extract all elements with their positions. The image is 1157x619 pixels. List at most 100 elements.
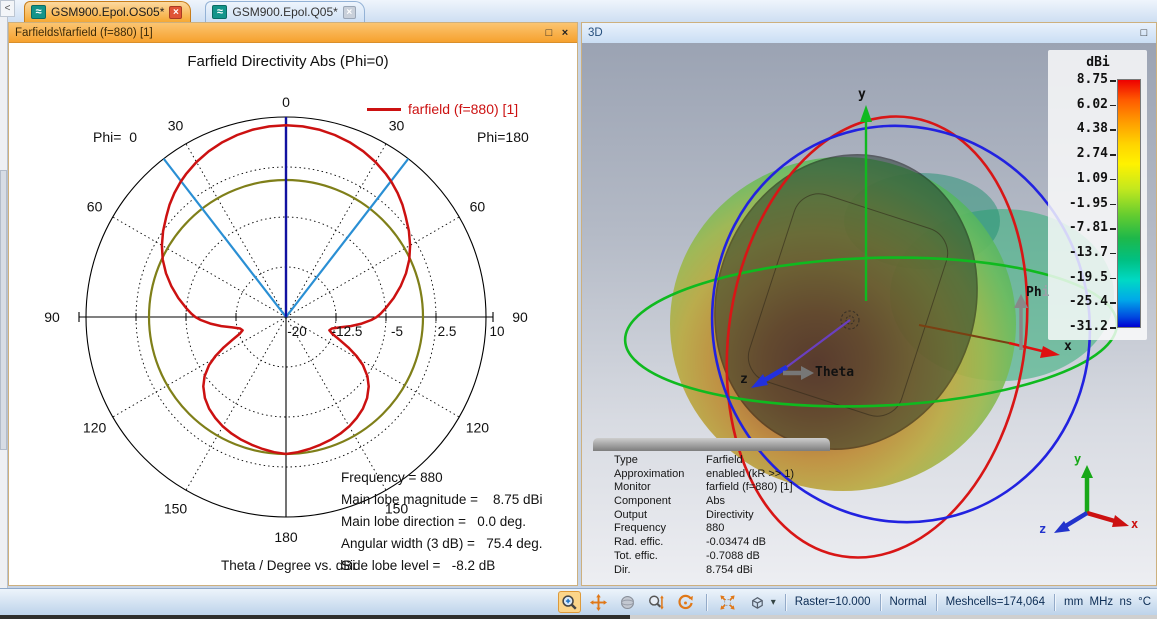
left-scrollbar-thumb[interactable] xyxy=(0,170,7,450)
polar-angle-label: 120 xyxy=(83,420,107,436)
colorbar-tick-mark xyxy=(1110,302,1116,304)
polar-angle-label: 30 xyxy=(168,118,184,134)
status-separator xyxy=(784,593,786,611)
angular-width-line xyxy=(162,158,287,318)
close-icon[interactable]: × xyxy=(561,26,569,39)
maximize-icon[interactable]: □ xyxy=(1140,27,1148,39)
colorbar-tick-mark xyxy=(1110,80,1116,82)
viewport-3d[interactable]: dBi 8.75 6.02 4.38 2.74 1.09 -1.95 -7.81 -13.7 -… xyxy=(582,43,1156,585)
colorbar-tick: -7.81 xyxy=(1048,220,1116,236)
colorbar-legend: dBi 8.75 6.02 4.38 2.74 1.09 -1.95 -7.81 -13.7 -… xyxy=(1048,50,1147,340)
status-bar: ▾ Raster=10.000 Normal Meshcells=174,064… xyxy=(0,588,1157,615)
triad-x-arrowhead-icon xyxy=(1112,515,1129,527)
polar-radial-label: -5 xyxy=(391,324,403,339)
y-axis-arrowhead-icon xyxy=(860,105,872,122)
annotation-frequency: Frequency = 880 xyxy=(341,470,443,485)
polar-radial-label: 10 xyxy=(489,324,504,339)
status-separator xyxy=(935,593,937,611)
view-dropdown-icon[interactable]: ▾ xyxy=(770,596,776,608)
taskbar-edge-dark xyxy=(0,615,630,619)
antenna-substrate-outline xyxy=(747,193,949,417)
info-table-row: Component Abs xyxy=(614,495,725,508)
phi-0-label: Phi= 0 xyxy=(93,129,137,145)
scroll-tabs-left-button[interactable]: < xyxy=(0,0,15,17)
legend-label: farfield (f=880) [1] xyxy=(408,101,519,117)
x-axis-arrowhead-icon xyxy=(1040,346,1060,358)
triad-y-arrowhead-icon xyxy=(1081,465,1093,478)
polar-plot-canvas: 0 30 30 60 60 90 90 120 120 150 150 180 -20 -12.5 -5 2.… xyxy=(44,94,528,545)
triad-x-axis xyxy=(1086,510,1119,525)
x-axis-line xyxy=(1008,341,1047,354)
document-tab-bar: ≈ GSM900.Epol.OS05* × ≈ GSM900.Epol.Q05*… xyxy=(0,0,1157,22)
z-axis-arrowhead-icon xyxy=(751,374,768,388)
colorbar-tick-mark xyxy=(1110,277,1116,280)
colorbar-tick: -31.2 xyxy=(1048,319,1116,335)
z-axis-label: z xyxy=(740,372,748,387)
colorbar-tick-mark xyxy=(1110,203,1116,205)
annotation-angular-width: Angular width (3 dB) = 75.4 deg. xyxy=(341,536,543,551)
farfield-curve xyxy=(160,124,412,456)
triad-z-label: z xyxy=(1039,522,1047,536)
polar-plot-window: Farfields\farfield (f=880) [1] □ × 0 30 30… xyxy=(8,22,578,586)
info-table-row: Monitor farfield (f=880) [1] xyxy=(614,481,793,494)
polar-angle-label: 90 xyxy=(512,309,528,325)
polar-axis-label: Theta / Degree vs. dBi xyxy=(221,558,356,573)
cst-wave-icon: ≈ xyxy=(31,5,46,19)
annotation-side-lobe-level: Side lobe level = -8.2 dB xyxy=(341,558,496,573)
view-3d-titlebar[interactable]: 3D □ xyxy=(582,23,1156,43)
meshcells-status-field: Meshcells=174,064 xyxy=(945,596,1045,608)
tab-gsm900-epol-q05[interactable]: ≈ GSM900.Epol.Q05* × xyxy=(205,1,365,22)
mode-status-field: Normal xyxy=(889,596,927,608)
polar-plot-area: 0 30 30 60 60 90 90 120 120 150 150 180 -20 -12.5 -5 2.… xyxy=(9,43,577,585)
tab-label: GSM900.Epol.Q05* xyxy=(232,5,338,19)
tab-gsm900-epol-os05[interactable]: ≈ GSM900.Epol.OS05* × xyxy=(24,1,192,22)
x-axis-label: x xyxy=(1064,339,1072,354)
triad-x-label: x xyxy=(1131,517,1139,531)
colorbar-title: dBi xyxy=(1086,55,1110,70)
y-axis-label: y xyxy=(858,87,866,102)
info-table-row: Type Farfield xyxy=(614,454,743,466)
zoom-select-tool-icon[interactable] xyxy=(557,591,581,613)
pan-tool-icon[interactable] xyxy=(587,591,610,613)
polar-angle-label: 150 xyxy=(385,500,409,516)
polar-angle-label: 60 xyxy=(470,199,486,215)
colorbar-tick-mark xyxy=(1110,228,1116,230)
colorbar-gradient xyxy=(1117,79,1141,328)
view-3d-title: 3D xyxy=(588,27,603,39)
view-3d-window: 3D □ xyxy=(581,22,1157,586)
polar-angle-label: 60 xyxy=(87,199,103,215)
info-table-row: Dir. 8.754 dBi xyxy=(614,563,753,576)
colorbar-tick: 8.75 xyxy=(1048,72,1116,88)
rotate-view-tool-icon[interactable] xyxy=(674,591,697,613)
toolbar-separator xyxy=(705,593,707,611)
info-table-row: Frequency 880 xyxy=(614,522,725,535)
feed-point-outer xyxy=(840,310,860,330)
colorbar-tick-mark xyxy=(1110,178,1116,181)
polar-angle-label: 90 xyxy=(44,309,60,325)
colorbar-tick: 4.38 xyxy=(1048,121,1116,137)
colorbar-tick: 2.74 xyxy=(1048,146,1116,162)
farfield-info-table: Type Farfield Approximation enabled (kR >> … xyxy=(593,454,893,577)
colorbar-tick: -1.95 xyxy=(1048,196,1116,212)
polar-angle-label: 150 xyxy=(164,500,188,516)
info-table-row: Tot. effic. -0.7088 dB xyxy=(614,549,760,562)
phi-label: Phi xyxy=(1026,285,1050,300)
colorbar-tick: -19.5 xyxy=(1048,270,1116,286)
maximize-icon[interactable]: □ xyxy=(545,26,553,39)
tab-close-icon[interactable]: × xyxy=(169,5,183,19)
zoom-dynamic-tool-icon[interactable] xyxy=(645,591,668,613)
left-panel-strip xyxy=(0,0,8,588)
z-axis-line xyxy=(761,364,789,384)
fit-view-tool-icon[interactable] xyxy=(716,591,739,613)
view-cube-tool-icon[interactable] xyxy=(745,591,768,613)
theta-arrowhead-icon xyxy=(801,366,814,380)
polar-window-titlebar[interactable]: Farfields\farfield (f=880) [1] □ × xyxy=(9,23,577,43)
tab-close-icon[interactable]: × xyxy=(342,5,356,19)
rotate-sphere-tool-icon[interactable] xyxy=(616,591,639,613)
info-table-row: Output Directivity xyxy=(614,508,754,521)
status-separator xyxy=(1053,593,1055,611)
info-table-header-bar[interactable] xyxy=(593,438,830,451)
polar-angle-label: 120 xyxy=(466,420,490,436)
x-axis-hidden-segment xyxy=(918,324,1010,344)
info-table-row: Rad. effic. -0.03474 dB xyxy=(614,536,766,549)
